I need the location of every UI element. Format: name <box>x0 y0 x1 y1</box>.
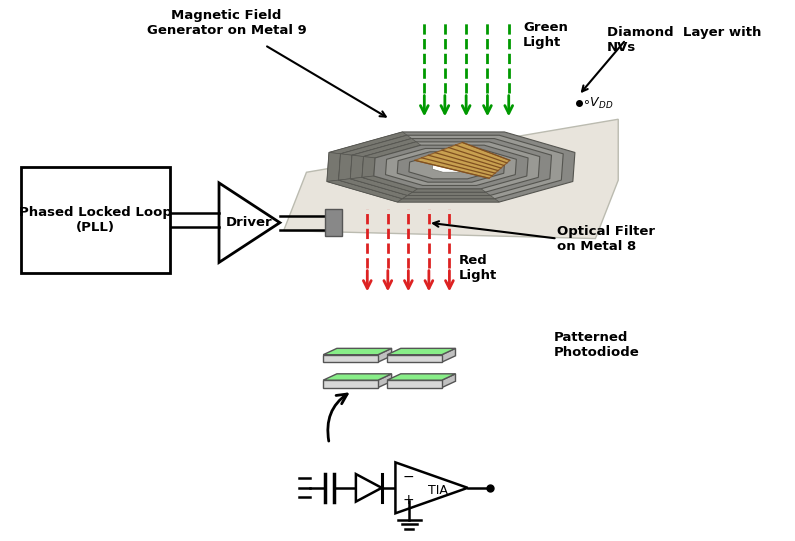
Text: Diamond  Layer with
NVs: Diamond Layer with NVs <box>607 27 761 55</box>
Polygon shape <box>351 138 552 195</box>
Polygon shape <box>395 463 467 513</box>
Polygon shape <box>327 180 402 202</box>
Polygon shape <box>363 142 421 158</box>
Polygon shape <box>402 195 494 199</box>
Polygon shape <box>387 374 456 380</box>
Polygon shape <box>324 348 392 355</box>
Polygon shape <box>398 199 499 202</box>
Polygon shape <box>324 380 378 387</box>
Polygon shape <box>387 348 456 355</box>
Text: Green
Light: Green Light <box>523 21 568 49</box>
Text: Phased Locked Loop
(PLL): Phased Locked Loop (PLL) <box>19 206 172 234</box>
Polygon shape <box>409 155 493 179</box>
Polygon shape <box>408 192 491 195</box>
Polygon shape <box>362 176 417 192</box>
Polygon shape <box>339 154 352 180</box>
Polygon shape <box>356 474 382 502</box>
Polygon shape <box>386 148 517 186</box>
Polygon shape <box>374 145 528 189</box>
Polygon shape <box>340 135 412 155</box>
Polygon shape <box>362 142 540 192</box>
Polygon shape <box>339 135 563 199</box>
Bar <box>325 209 342 236</box>
Polygon shape <box>329 132 407 154</box>
Polygon shape <box>352 138 417 156</box>
Polygon shape <box>432 162 470 172</box>
Polygon shape <box>442 348 456 362</box>
Text: $\circ V_{DD}$: $\circ V_{DD}$ <box>583 96 614 111</box>
Polygon shape <box>327 153 340 181</box>
Polygon shape <box>378 348 392 362</box>
Polygon shape <box>324 374 392 380</box>
Polygon shape <box>413 189 486 192</box>
Polygon shape <box>351 155 363 179</box>
Text: Optical Filter
on Metal 8: Optical Filter on Metal 8 <box>557 225 655 253</box>
Polygon shape <box>327 132 575 202</box>
Text: $+$: $+$ <box>401 492 413 506</box>
Polygon shape <box>398 152 505 182</box>
Text: TIA: TIA <box>428 484 448 497</box>
Polygon shape <box>324 355 378 362</box>
Polygon shape <box>362 156 375 177</box>
Polygon shape <box>351 177 413 195</box>
Polygon shape <box>415 142 510 178</box>
Text: Red
Light: Red Light <box>459 254 497 282</box>
Polygon shape <box>387 380 442 387</box>
Text: Patterned
Photodiode: Patterned Photodiode <box>553 331 639 359</box>
Text: Magnetic Field
Generator on Metal 9: Magnetic Field Generator on Metal 9 <box>147 9 307 37</box>
Polygon shape <box>378 374 392 387</box>
Polygon shape <box>387 355 442 362</box>
Polygon shape <box>339 179 408 199</box>
Bar <box>21 167 169 273</box>
Polygon shape <box>442 374 456 387</box>
Polygon shape <box>284 119 619 239</box>
Text: Driver: Driver <box>226 216 273 229</box>
Text: $-$: $-$ <box>401 469 413 483</box>
